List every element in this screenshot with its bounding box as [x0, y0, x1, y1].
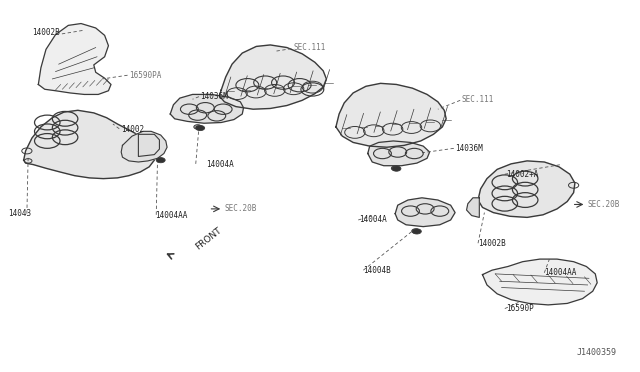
- Polygon shape: [395, 198, 455, 227]
- Text: 14002B: 14002B: [32, 28, 60, 37]
- Polygon shape: [220, 45, 326, 109]
- Circle shape: [196, 126, 200, 128]
- Text: 14004A: 14004A: [207, 160, 234, 169]
- Polygon shape: [467, 198, 479, 217]
- Text: 16590PA: 16590PA: [129, 71, 161, 80]
- Polygon shape: [368, 141, 429, 166]
- Text: 14002+A: 14002+A: [506, 170, 538, 179]
- Text: 14004AA: 14004AA: [156, 211, 188, 220]
- Circle shape: [394, 167, 397, 169]
- Text: 14043: 14043: [8, 209, 31, 218]
- Circle shape: [194, 125, 202, 129]
- Text: 14002B: 14002B: [478, 239, 506, 248]
- Polygon shape: [170, 94, 244, 123]
- Text: SEC.111: SEC.111: [293, 43, 326, 52]
- Circle shape: [156, 158, 165, 163]
- Polygon shape: [38, 23, 111, 94]
- Text: SEC.20B: SEC.20B: [225, 203, 257, 213]
- Text: 14004B: 14004B: [364, 266, 391, 275]
- Text: 14004AA: 14004AA: [544, 268, 577, 277]
- Text: SEC.20B: SEC.20B: [588, 200, 620, 209]
- Circle shape: [412, 229, 421, 234]
- Text: 16590P: 16590P: [506, 304, 534, 313]
- Text: 14002: 14002: [121, 125, 144, 134]
- Polygon shape: [336, 83, 446, 147]
- Polygon shape: [24, 110, 156, 179]
- Text: 14004A: 14004A: [360, 215, 387, 224]
- Polygon shape: [483, 259, 597, 305]
- Circle shape: [392, 166, 399, 170]
- Text: 14036M: 14036M: [455, 144, 483, 153]
- Circle shape: [412, 229, 419, 233]
- Text: SEC.111: SEC.111: [461, 95, 494, 104]
- Circle shape: [413, 230, 417, 232]
- Circle shape: [392, 166, 401, 171]
- Text: 14036M: 14036M: [200, 92, 228, 101]
- Text: J1400359: J1400359: [576, 347, 616, 357]
- Circle shape: [196, 125, 205, 131]
- Polygon shape: [138, 134, 159, 157]
- Text: FRONT: FRONT: [194, 226, 223, 252]
- Polygon shape: [478, 161, 575, 217]
- Polygon shape: [121, 131, 167, 162]
